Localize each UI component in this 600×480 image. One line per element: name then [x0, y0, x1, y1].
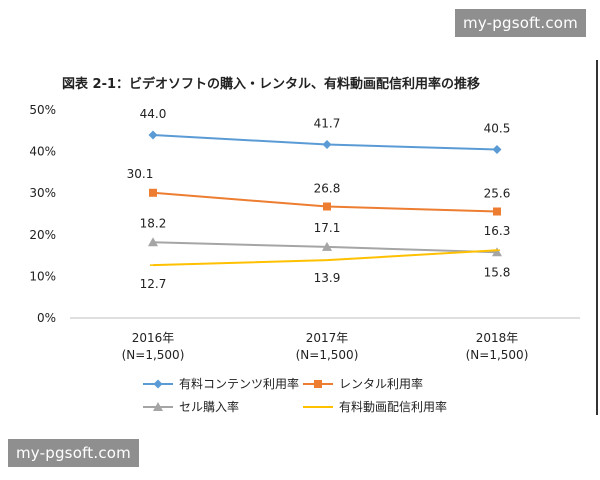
data-point-marker — [323, 202, 331, 211]
y-tick-label: 10% — [29, 269, 56, 283]
series-2 — [149, 188, 501, 216]
x-tick-label: 2017年 — [306, 331, 349, 345]
series-4 — [150, 249, 500, 267]
y-tick-label: 20% — [29, 228, 56, 242]
data-label: 17.1 — [314, 221, 341, 235]
legend-label: セル購入率 — [179, 399, 239, 414]
legend-label: レンタル利用率 — [339, 376, 423, 391]
data-label: 26.8 — [314, 182, 341, 196]
data-label: 16.3 — [484, 224, 511, 238]
data-label: 25.6 — [484, 187, 511, 201]
data-point-marker — [149, 188, 157, 197]
x-tick-sublabel: (N=1,500) — [122, 348, 185, 362]
data-label: 13.9 — [314, 271, 341, 285]
y-tick-label: 50% — [29, 103, 56, 117]
legend-label: 有料動画配信利用率 — [339, 399, 447, 414]
data-label: 18.2 — [140, 216, 167, 230]
data-point-marker — [492, 145, 502, 155]
y-tick-label: 0% — [37, 311, 56, 325]
series-1 — [148, 130, 502, 155]
x-tick-label: 2018年 — [476, 331, 519, 345]
series-2-labels: 30.1 26.8 25.6 — [127, 167, 511, 201]
y-axis: 0% 10% 20% 30% 40% 50% — [29, 103, 56, 325]
legend-item-1: 有料コンテンツ利用率 — [143, 376, 299, 391]
series-4-labels: 12.7 13.9 16.3 — [140, 224, 511, 291]
legend-item-2: レンタル利用率 — [303, 376, 423, 391]
series-1-labels: 44.0 41.7 40.5 — [140, 107, 511, 136]
data-point-marker — [493, 207, 501, 216]
watermark-bottom: my-pgsoft.com — [8, 439, 139, 467]
chart-title: 図表 2-1：ビデオソフトの購入・レンタル、有料動画配信利用率の推移 — [62, 76, 480, 92]
legend-item-3: セル購入率 — [143, 399, 239, 414]
data-point-marker — [322, 241, 332, 251]
x-axis: 2016年 (N=1,500) 2017年 (N=1,500) 2018年 (N=1,50… — [70, 317, 580, 362]
x-tick-sublabel: (N=1,500) — [296, 348, 359, 362]
data-label: 15.8 — [484, 265, 511, 279]
data-point-marker — [314, 380, 322, 388]
series-3-labels: 18.2 17.1 15.8 — [140, 216, 511, 279]
right-border-line — [596, 60, 598, 415]
data-label: 12.7 — [140, 277, 167, 291]
data-point-marker — [148, 237, 158, 247]
data-label: 44.0 — [140, 107, 167, 121]
x-tick-label: 2016年 — [132, 331, 175, 345]
data-point-marker — [492, 247, 502, 257]
series-line — [152, 249, 498, 267]
y-tick-label: 30% — [29, 186, 56, 200]
legend-item-4: 有料動画配信利用率 — [303, 399, 447, 414]
data-label: 41.7 — [314, 117, 341, 131]
data-point-marker — [322, 140, 332, 150]
legend-label: 有料コンテンツ利用率 — [179, 376, 299, 391]
series-3 — [148, 237, 502, 257]
data-point-marker — [153, 379, 163, 389]
y-tick-label: 40% — [29, 145, 56, 159]
data-point-marker — [148, 130, 158, 140]
data-label: 40.5 — [484, 122, 511, 136]
watermark-top: my-pgsoft.com — [455, 9, 586, 37]
data-point-marker — [153, 402, 163, 411]
series-layer: 44.041.7 40.530.126.8 25.618.2 17.115.812.7… — [127, 107, 511, 291]
data-label: 30.1 — [127, 167, 154, 181]
x-tick-sublabel: (N=1,500) — [466, 348, 529, 362]
